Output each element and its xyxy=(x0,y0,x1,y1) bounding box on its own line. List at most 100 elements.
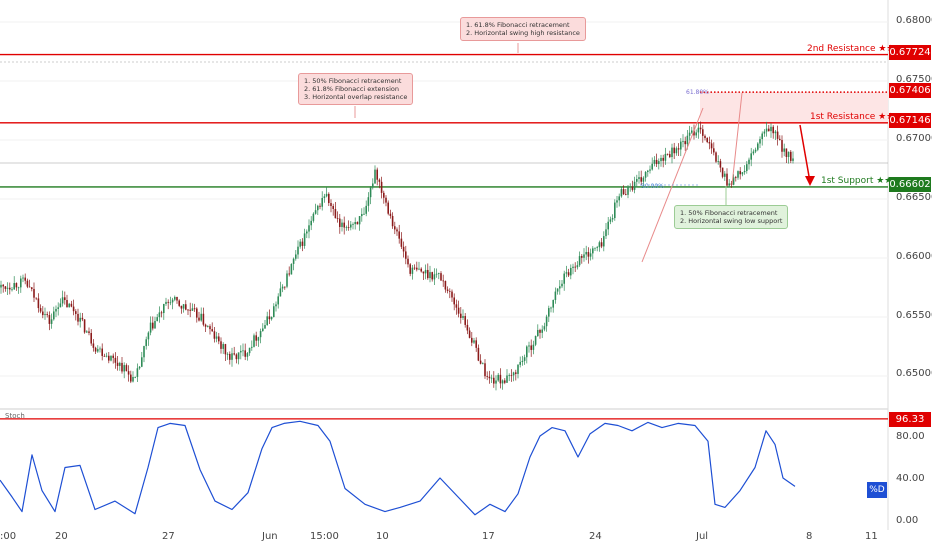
candle-body-141 xyxy=(310,220,312,226)
candle-body-4 xyxy=(9,287,11,290)
candle-body-193 xyxy=(424,269,427,274)
candle-body-161 xyxy=(354,221,356,225)
candle-body-294 xyxy=(647,170,649,172)
candle-body-331 xyxy=(728,183,730,186)
candle-body-204 xyxy=(449,290,451,292)
candle-body-44 xyxy=(97,349,99,352)
candle-body-353 xyxy=(776,131,779,139)
candle-body-276 xyxy=(607,221,609,230)
candle-body-229 xyxy=(504,380,506,383)
candle-body-332 xyxy=(730,183,733,185)
candle-body-184 xyxy=(405,251,407,259)
candle-body-152 xyxy=(334,208,337,219)
candle-body-326 xyxy=(717,161,719,162)
candle-body-117 xyxy=(257,337,260,341)
candle-body-7 xyxy=(15,283,18,288)
stoch-tick-40: 40.00 xyxy=(896,473,925,484)
candle-body-323 xyxy=(710,143,713,149)
candle-body-299 xyxy=(658,161,660,165)
fib-label-500: 50.00% xyxy=(641,183,664,190)
candle-body-318 xyxy=(699,127,702,130)
resistance-zone xyxy=(700,92,888,124)
candle-body-114 xyxy=(251,346,253,348)
candle-body-22 xyxy=(48,315,51,324)
candle-body-266 xyxy=(585,251,587,255)
candle-body-221 xyxy=(486,376,488,377)
second-resistance-label: 2nd Resistance ★★ xyxy=(807,44,895,54)
annotation-left: 1. 50% Fibonacci retracement 2. 61.8% Fi… xyxy=(298,73,414,105)
candle-body-282 xyxy=(620,189,623,197)
candle-body-233 xyxy=(512,372,515,376)
candle-body-247 xyxy=(543,326,546,330)
candle-body-328 xyxy=(721,167,724,177)
candle-body-337 xyxy=(741,172,744,175)
candle-body-274 xyxy=(603,236,605,247)
candle-body-215 xyxy=(473,340,475,343)
candle-body-137 xyxy=(301,241,304,246)
candle-body-53 xyxy=(116,362,119,366)
candle-body-100 xyxy=(220,341,222,349)
candle-body-60 xyxy=(132,377,134,382)
candle-body-153 xyxy=(336,218,339,220)
candle-body-140 xyxy=(308,225,310,232)
candle-body-327 xyxy=(719,161,722,168)
candle-body-138 xyxy=(303,233,306,246)
projection-arrow xyxy=(799,124,811,183)
stoch-tick-0: 0.00 xyxy=(896,515,919,526)
candle-body-296 xyxy=(651,163,653,170)
candle-body-108 xyxy=(237,352,240,360)
candle-body-187 xyxy=(411,267,414,274)
candle-body-262 xyxy=(576,265,579,268)
candle-body-129 xyxy=(284,286,286,288)
candle-body-186 xyxy=(409,264,411,274)
candle-body-69 xyxy=(152,322,154,329)
x-tick-8: Jul xyxy=(696,531,709,542)
candle-body-258 xyxy=(567,272,570,276)
candle-body-273 xyxy=(600,242,603,247)
candle-body-304 xyxy=(669,154,671,158)
price-label-fib-level: 0.67406 xyxy=(889,83,931,98)
candle-body-35 xyxy=(77,313,79,322)
candle-body-202 xyxy=(444,280,447,290)
candle-body-321 xyxy=(706,138,708,143)
fib-label-618: 61.80% xyxy=(686,89,709,96)
candle-body-3 xyxy=(6,287,9,289)
candle-body-5 xyxy=(11,289,13,291)
candle-body-116 xyxy=(255,335,257,341)
candle-body-11 xyxy=(24,277,26,281)
candle-body-64 xyxy=(141,357,143,367)
candle-body-41 xyxy=(90,333,92,344)
candle-body-259 xyxy=(570,267,572,276)
fib-line-2 xyxy=(731,92,743,186)
stoch-d-button[interactable]: %D xyxy=(867,482,887,498)
candle-body-196 xyxy=(431,272,433,280)
candle-body-170 xyxy=(374,169,376,184)
candle-body-234 xyxy=(515,372,517,374)
candle-body-223 xyxy=(490,377,493,379)
candle-body-2 xyxy=(4,286,7,289)
candle-body-343 xyxy=(754,149,757,152)
candle-body-212 xyxy=(466,324,469,331)
price-label-second-resistance: 0.67724 xyxy=(889,45,931,60)
candle-body-194 xyxy=(427,269,429,279)
candle-body-10 xyxy=(22,277,24,279)
candle-body-13 xyxy=(28,286,31,288)
candle-body-351 xyxy=(772,126,774,134)
candle-body-206 xyxy=(453,297,455,305)
candle-body-77 xyxy=(169,302,172,304)
candle-body-230 xyxy=(506,375,508,383)
candle-body-344 xyxy=(757,143,759,150)
candle-body-65 xyxy=(143,346,145,358)
candle-body-174 xyxy=(383,192,385,198)
candle-body-145 xyxy=(319,205,321,207)
first-resistance-label: 1st Resistance ★★ xyxy=(810,112,895,122)
candle-body-245 xyxy=(539,329,541,333)
x-tick-7: 24 xyxy=(589,531,602,542)
candle-body-316 xyxy=(695,132,697,136)
candle-body-17 xyxy=(37,298,40,309)
candle-body-260 xyxy=(572,266,574,268)
candle-body-24 xyxy=(53,311,55,320)
